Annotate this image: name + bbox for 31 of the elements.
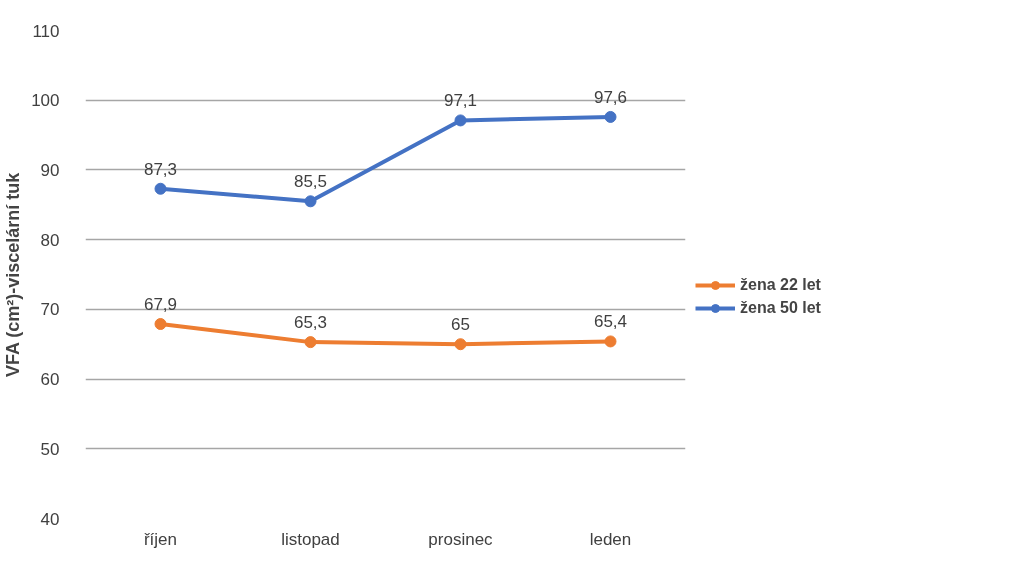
y-tick-label: 110 xyxy=(32,21,60,41)
y-tick-label: 40 xyxy=(40,509,60,529)
data-label: 97,6 xyxy=(593,87,628,107)
data-label: 97,1 xyxy=(443,91,478,111)
point xyxy=(454,338,467,351)
point xyxy=(304,336,317,349)
point xyxy=(454,114,467,127)
x-tick-label: leden xyxy=(589,529,632,549)
point xyxy=(604,335,617,348)
data-label: 65,4 xyxy=(593,312,628,332)
y-tick-label: 90 xyxy=(40,160,60,180)
x-tick-label: říjen xyxy=(143,529,178,549)
x-tick-label: listopad xyxy=(281,529,340,549)
point xyxy=(604,110,617,123)
y-axis-title: VFA (cm²)-viscelární tuk xyxy=(3,171,24,378)
data-label: 65,3 xyxy=(293,313,328,333)
legend-label: žena 22 let xyxy=(740,276,821,294)
data-label: 65 xyxy=(451,315,470,335)
point xyxy=(304,195,317,208)
point xyxy=(154,182,167,195)
data-label: 85,5 xyxy=(293,172,328,192)
y-tick-label: 70 xyxy=(40,300,60,320)
x-tick-label: prosinec xyxy=(428,529,494,549)
data-label: 67,9 xyxy=(143,295,178,314)
data-label: 87,3 xyxy=(143,159,178,179)
y-tick-label: 60 xyxy=(40,370,60,390)
point xyxy=(154,318,167,330)
y-tick-label: 50 xyxy=(40,439,60,459)
y-tick-label: 80 xyxy=(40,230,60,250)
y-tick-label: 100 xyxy=(31,91,60,111)
legend-label: žena 50 let xyxy=(740,299,821,317)
